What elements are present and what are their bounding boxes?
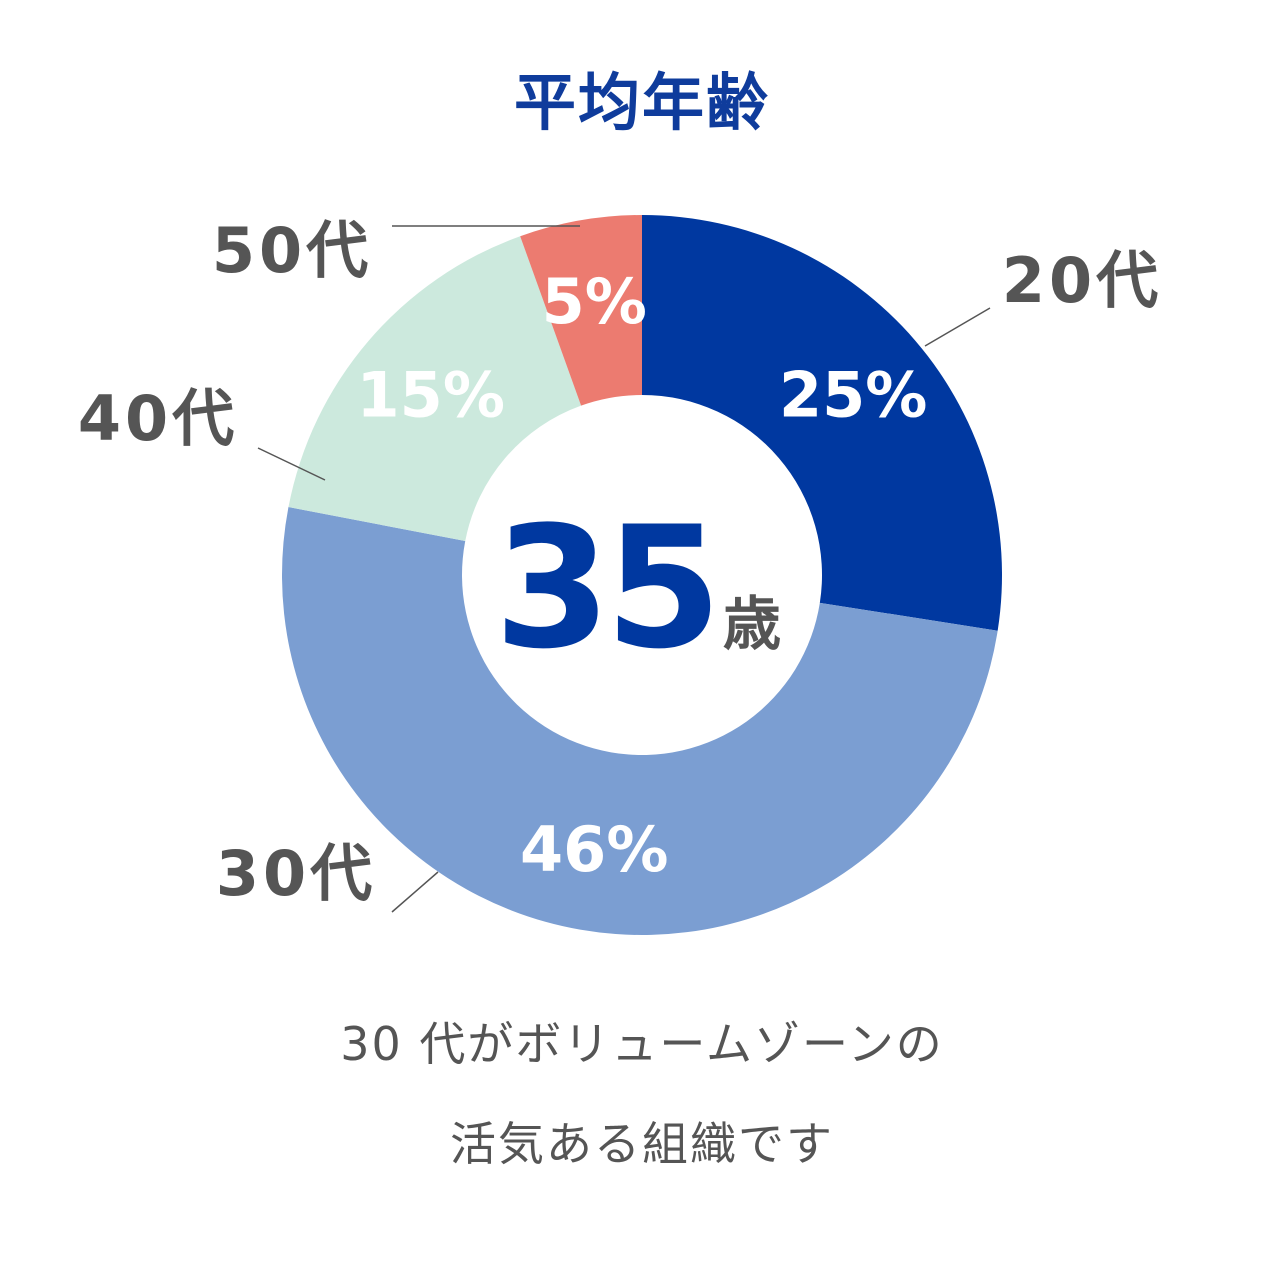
caption-line-2: 活気ある組織です [450, 1117, 834, 1171]
percent-label-3: 5% [542, 265, 647, 338]
percent-label-2: 15% [357, 358, 505, 431]
slice-1 [282, 507, 998, 935]
leader-line-1 [391, 871, 439, 913]
donut-slices [282, 215, 1002, 935]
leader-line-2 [257, 447, 326, 481]
leader-line-0 [924, 307, 991, 347]
category-labels: 20代 30代 40代 50代 [78, 214, 1162, 910]
slice-3 [520, 215, 642, 406]
caption-line-1: 30 代がボリュームゾーンの [340, 1017, 944, 1071]
center-average-unit: 歳 [723, 590, 781, 658]
category-label-0: 20代 [1002, 244, 1162, 317]
percent-label-0: 25% [779, 358, 927, 431]
slice-2 [288, 236, 582, 542]
slice-0 [642, 215, 1002, 631]
leader-lines [257, 225, 991, 913]
percent-label-1: 46% [520, 813, 668, 886]
category-label-2: 40代 [78, 382, 238, 455]
category-label-3: 50代 [212, 214, 372, 287]
chart-title: 平均年齢 [513, 66, 770, 139]
category-label-1: 30代 [216, 837, 376, 910]
center-average-value: 35 [494, 490, 716, 686]
percent-labels: 25% 46% 15% 5% [357, 265, 928, 886]
